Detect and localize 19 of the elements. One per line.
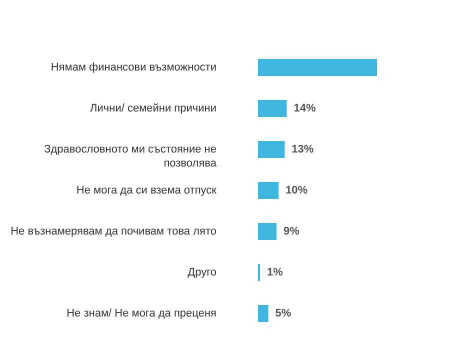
y-tick-label: Не възнамерявам да почивам това лято [10, 226, 216, 238]
y-tick-label: Друго [188, 266, 216, 278]
bar [258, 59, 377, 76]
y-tick-label: Здравословното ми състояние не позволява [44, 144, 218, 170]
bar [258, 141, 285, 158]
bar [258, 305, 268, 322]
y-tick-label: Лични/ семейни причини [90, 102, 216, 114]
data-label: 14% [294, 102, 316, 114]
bar [258, 182, 279, 199]
y-tick-label: Не знам/ Не мога да преценя [66, 308, 217, 320]
data-label: 5% [275, 308, 292, 320]
bar [258, 223, 276, 240]
data-label: 13% [292, 144, 314, 156]
data-label: 1% [267, 266, 284, 278]
y-tick-label: Нямам финансови възможности [50, 62, 216, 74]
data-label: 10% [286, 184, 308, 196]
y-tick-label: Не мога да си взема отпуск [76, 184, 217, 196]
data-label: 9% [283, 226, 300, 238]
bar [258, 100, 287, 117]
